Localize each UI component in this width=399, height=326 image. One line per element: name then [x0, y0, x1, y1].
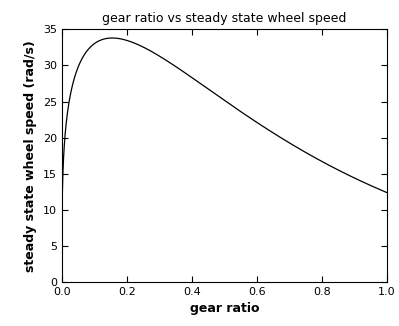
Title: gear ratio vs steady state wheel speed: gear ratio vs steady state wheel speed — [102, 12, 347, 25]
X-axis label: gear ratio: gear ratio — [190, 303, 259, 316]
Y-axis label: steady state wheel speed (rad/s): steady state wheel speed (rad/s) — [24, 40, 37, 272]
